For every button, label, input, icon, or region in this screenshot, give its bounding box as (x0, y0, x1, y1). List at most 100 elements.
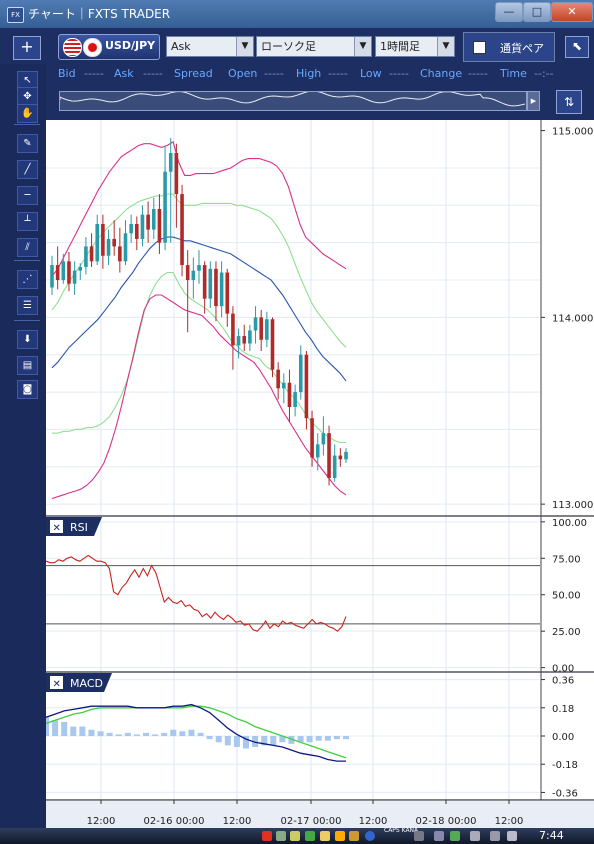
chevron-down-icon: ▼ (437, 37, 454, 56)
candle-body (327, 433, 331, 478)
rsi-close-button (50, 520, 63, 533)
rsi-title: RSI (70, 521, 88, 534)
tray-icon[interactable] (349, 831, 359, 841)
macd-histogram-bar (46, 717, 49, 736)
x-axis-tick-label: 02-18 00:00 (415, 816, 476, 827)
low-label: Low (360, 67, 382, 80)
currency-pair-button[interactable]: USD/JPY (58, 34, 160, 60)
candle-body (123, 233, 128, 262)
close-icon: ✕ (53, 679, 61, 690)
candle-body (89, 246, 94, 262)
candle-body (151, 209, 156, 230)
open-value: ----- (264, 67, 284, 80)
tray-icon[interactable] (507, 831, 517, 841)
tray-icon[interactable] (335, 831, 345, 841)
y-axis-tick-label: 113.000 (552, 500, 593, 511)
macd-histogram-bar (179, 731, 186, 736)
download-tool[interactable]: ⬇ (17, 330, 38, 349)
fan-tool[interactable]: ⋰ (17, 270, 38, 289)
window-title-bar[interactable]: FX チャート｜FXTS TRADER — □ ✕ (0, 0, 594, 28)
macd-histogram-bar (333, 736, 340, 740)
currency-pair-label: USD/JPY (105, 39, 156, 52)
bollinger-mid-lower-line (52, 271, 346, 444)
maximize-button[interactable]: □ (523, 2, 551, 22)
time-label: Time (500, 67, 527, 80)
macd-histogram-bar (88, 729, 95, 736)
tray-icon[interactable] (470, 831, 480, 841)
time-value: --:-- (534, 67, 554, 80)
macd-histogram-bar (133, 734, 140, 736)
tray-icon[interactable] (305, 831, 315, 841)
expand-icon[interactable]: ⬉ (565, 36, 589, 58)
high-label: High (296, 67, 322, 80)
candle-body (129, 223, 133, 234)
candle-body (248, 330, 252, 344)
x-axis-tick-label: 02-16 00:00 (143, 816, 204, 827)
camera-tool[interactable]: ◙ (17, 380, 38, 399)
chart-toolbar: + USD/JPY Ask ▼ ローソク足 ▼ 1時間足 ▼ 通貨ペア (0, 28, 594, 64)
chart-canvas[interactable]: 115.000 114.000 113.000 100.00 75.00 50.00 25.… (46, 120, 594, 828)
crosshair-tool[interactable]: ✥ (17, 87, 38, 106)
alert-tray-icon[interactable] (262, 831, 272, 841)
bollinger-lower-line (51, 294, 347, 500)
candle-body (265, 319, 269, 340)
close-button[interactable]: ✕ (551, 2, 593, 22)
taskbar-clock[interactable]: 7:44 (539, 829, 564, 842)
candle-body (202, 265, 207, 299)
macd-line (46, 703, 346, 762)
tray-icon[interactable] (290, 831, 300, 841)
candle-body (157, 209, 162, 243)
ask-value: ----- (143, 67, 163, 80)
macd-histogram-bar (243, 736, 249, 749)
network-tray-icon[interactable] (414, 831, 424, 841)
price-type-select[interactable]: Ask ▼ (166, 36, 254, 57)
y-axis-tick-label: 114.000 (552, 313, 593, 324)
tray-icon[interactable] (434, 831, 444, 841)
fibonacci-tool[interactable]: ☰ (17, 296, 38, 315)
currency-tab-label: 通貨ペア (500, 42, 544, 55)
pen-tool[interactable]: ✎ (17, 134, 38, 153)
timeframe-select[interactable]: 1時間足 ▼ (375, 36, 455, 57)
low-value: ----- (389, 67, 409, 80)
candle-body (282, 382, 286, 389)
candle-body (332, 455, 337, 478)
candle-body (72, 270, 77, 284)
high-value: ----- (328, 67, 348, 80)
add-chart-button[interactable]: + (13, 36, 41, 60)
macd-histogram-bar (61, 721, 68, 736)
macd-histogram-bar (161, 732, 168, 736)
macd-histogram-bar (306, 736, 313, 743)
y-axis-tick-label: 25.00 (552, 627, 581, 638)
folder-tray-icon[interactable] (320, 831, 330, 841)
macd-histogram-bar (206, 736, 213, 740)
hand-pan-tool[interactable]: ✋ (17, 104, 38, 123)
vertical-line-tool[interactable]: ┴ (17, 212, 38, 231)
y-axis-tick-label: 50.00 (552, 591, 581, 602)
channel-tool[interactable]: ⫽ (17, 238, 38, 257)
volume-tray-icon[interactable] (490, 831, 500, 841)
macd-histogram-bar (188, 729, 195, 736)
currency-pair-tab[interactable]: 通貨ペア (463, 32, 555, 62)
candle-body (219, 272, 224, 307)
candle-body (214, 268, 218, 307)
sync-icon[interactable]: ⇅ (556, 90, 582, 114)
macd-histogram-bar (97, 731, 104, 736)
candle-body (180, 194, 184, 266)
candle-body (50, 265, 54, 288)
chart-style-select[interactable]: ローソク足 ▼ (256, 36, 372, 57)
candle-body (106, 238, 111, 256)
tray-icon[interactable] (276, 831, 286, 841)
minimize-button[interactable]: — (495, 2, 523, 22)
tray-icon[interactable] (450, 831, 460, 841)
trendline-tool[interactable]: ╱ (17, 160, 38, 179)
chart-area[interactable]: 115.000 114.000 113.000 100.00 75.00 50.00 25.… (46, 120, 594, 828)
moving-average-line (51, 236, 347, 382)
macd-histogram-bar (324, 736, 331, 741)
horizontal-line-tool[interactable]: ─ (17, 186, 38, 205)
help-tray-icon[interactable] (365, 831, 375, 841)
candle-body (191, 270, 196, 281)
list-tool[interactable]: ▤ (17, 356, 38, 375)
tool-separator (14, 320, 40, 321)
currency-checkbox[interactable] (473, 41, 486, 54)
sparkline-scroll-button[interactable]: ▶ (527, 91, 540, 111)
